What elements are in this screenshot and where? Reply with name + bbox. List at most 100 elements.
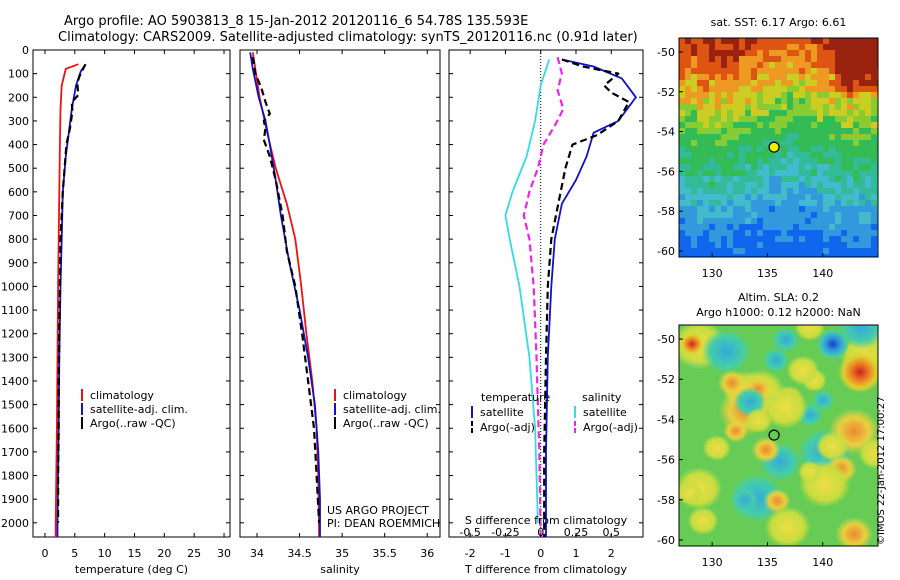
sst-cell <box>853 38 859 44</box>
y-tick-label: 1000 <box>1 280 29 293</box>
sst-cell <box>871 92 877 98</box>
sst-cell <box>781 44 787 50</box>
sst-cell <box>859 164 865 170</box>
sst-cell <box>709 104 715 110</box>
sst-cell <box>799 50 805 56</box>
sst-cell <box>865 140 871 146</box>
sst-cell <box>745 128 751 134</box>
sst-cell <box>853 188 859 194</box>
sst-cell <box>709 182 715 188</box>
sst-cell <box>757 140 763 146</box>
sst-cell <box>781 122 787 128</box>
sst-cell <box>781 50 787 56</box>
sst-cell <box>703 182 709 188</box>
sst-cell <box>733 50 739 56</box>
sst-cell <box>865 242 871 248</box>
sst-cell <box>865 200 871 206</box>
sst-cell <box>835 212 841 218</box>
sst-cell <box>805 74 811 80</box>
sst-cell <box>733 194 739 200</box>
sst-cell <box>835 134 841 140</box>
sst-cell <box>823 146 829 152</box>
sst-cell <box>811 74 817 80</box>
sst-cell <box>727 110 733 116</box>
sst-cell <box>841 98 847 104</box>
sst-cell <box>781 158 787 164</box>
sst-cell <box>679 224 685 230</box>
sst-cell <box>805 38 811 44</box>
sst-cell <box>745 50 751 56</box>
sst-cell <box>817 134 823 140</box>
sst-cell <box>865 116 871 122</box>
sst-cell <box>685 74 691 80</box>
sst-cell <box>787 146 793 152</box>
sst-cell <box>745 236 751 242</box>
sst-cell <box>679 110 685 116</box>
sst-cell <box>847 110 853 116</box>
sst-cell <box>679 236 685 242</box>
y-tick-label: 2000 <box>1 517 29 530</box>
sst-cell <box>787 92 793 98</box>
sst-cell <box>805 62 811 68</box>
sst-cell <box>859 122 865 128</box>
sst-cell <box>859 224 865 230</box>
sst-cell <box>679 158 685 164</box>
sst-cell <box>733 62 739 68</box>
x-tick-label: 30 <box>217 547 231 560</box>
sst-cell <box>769 134 775 140</box>
sst-cell <box>679 50 685 56</box>
sst-cell <box>691 218 697 224</box>
sst-cell <box>721 230 727 236</box>
sst-cell <box>751 248 757 254</box>
sst-cell <box>823 128 829 134</box>
sst-cell <box>835 248 841 254</box>
sst-cell <box>865 110 871 116</box>
sst-cell <box>859 248 865 254</box>
sst-cell <box>745 146 751 152</box>
sst-cell <box>703 152 709 158</box>
sst-cell <box>745 158 751 164</box>
sst-cell <box>751 110 757 116</box>
sst-cell <box>829 38 835 44</box>
sst-cell <box>835 68 841 74</box>
sst-cell <box>721 206 727 212</box>
sst-cell <box>799 170 805 176</box>
sst-cell <box>793 230 799 236</box>
sst-cell <box>799 200 805 206</box>
sst-cell <box>733 224 739 230</box>
x-tick-label: 36 <box>420 547 434 560</box>
sla-anomaly <box>812 389 834 411</box>
sst-cell <box>691 122 697 128</box>
sst-cell <box>721 62 727 68</box>
sst-cell <box>811 50 817 56</box>
legend-entry: Argo(..raw -QC) <box>90 417 176 430</box>
sst-cell <box>817 224 823 230</box>
sst-cell <box>799 44 805 50</box>
sst-cell <box>859 230 865 236</box>
sst-cell <box>685 170 691 176</box>
sst-cell <box>685 242 691 248</box>
sst-cell <box>793 80 799 86</box>
sst-cell <box>817 110 823 116</box>
sst-cell <box>751 206 757 212</box>
sst-cell <box>721 50 727 56</box>
sst-cell <box>823 116 829 122</box>
secondary-axis-label: S difference from climatology <box>465 514 628 527</box>
sst-cell <box>709 206 715 212</box>
sst-cell <box>727 200 733 206</box>
sst-cell <box>817 146 823 152</box>
sst-cell <box>739 50 745 56</box>
sst-cell <box>817 254 823 257</box>
sst-cell <box>817 80 823 86</box>
sst-cell <box>781 116 787 122</box>
sst-cell <box>793 92 799 98</box>
sst-cell <box>709 248 715 254</box>
sst-cell <box>703 134 709 140</box>
sst-cell <box>709 62 715 68</box>
sst-cell <box>757 164 763 170</box>
sst-cell <box>835 98 841 104</box>
sst-cell <box>793 182 799 188</box>
sst-cell <box>691 194 697 200</box>
sst-cell <box>703 206 709 212</box>
sst-cell <box>709 116 715 122</box>
